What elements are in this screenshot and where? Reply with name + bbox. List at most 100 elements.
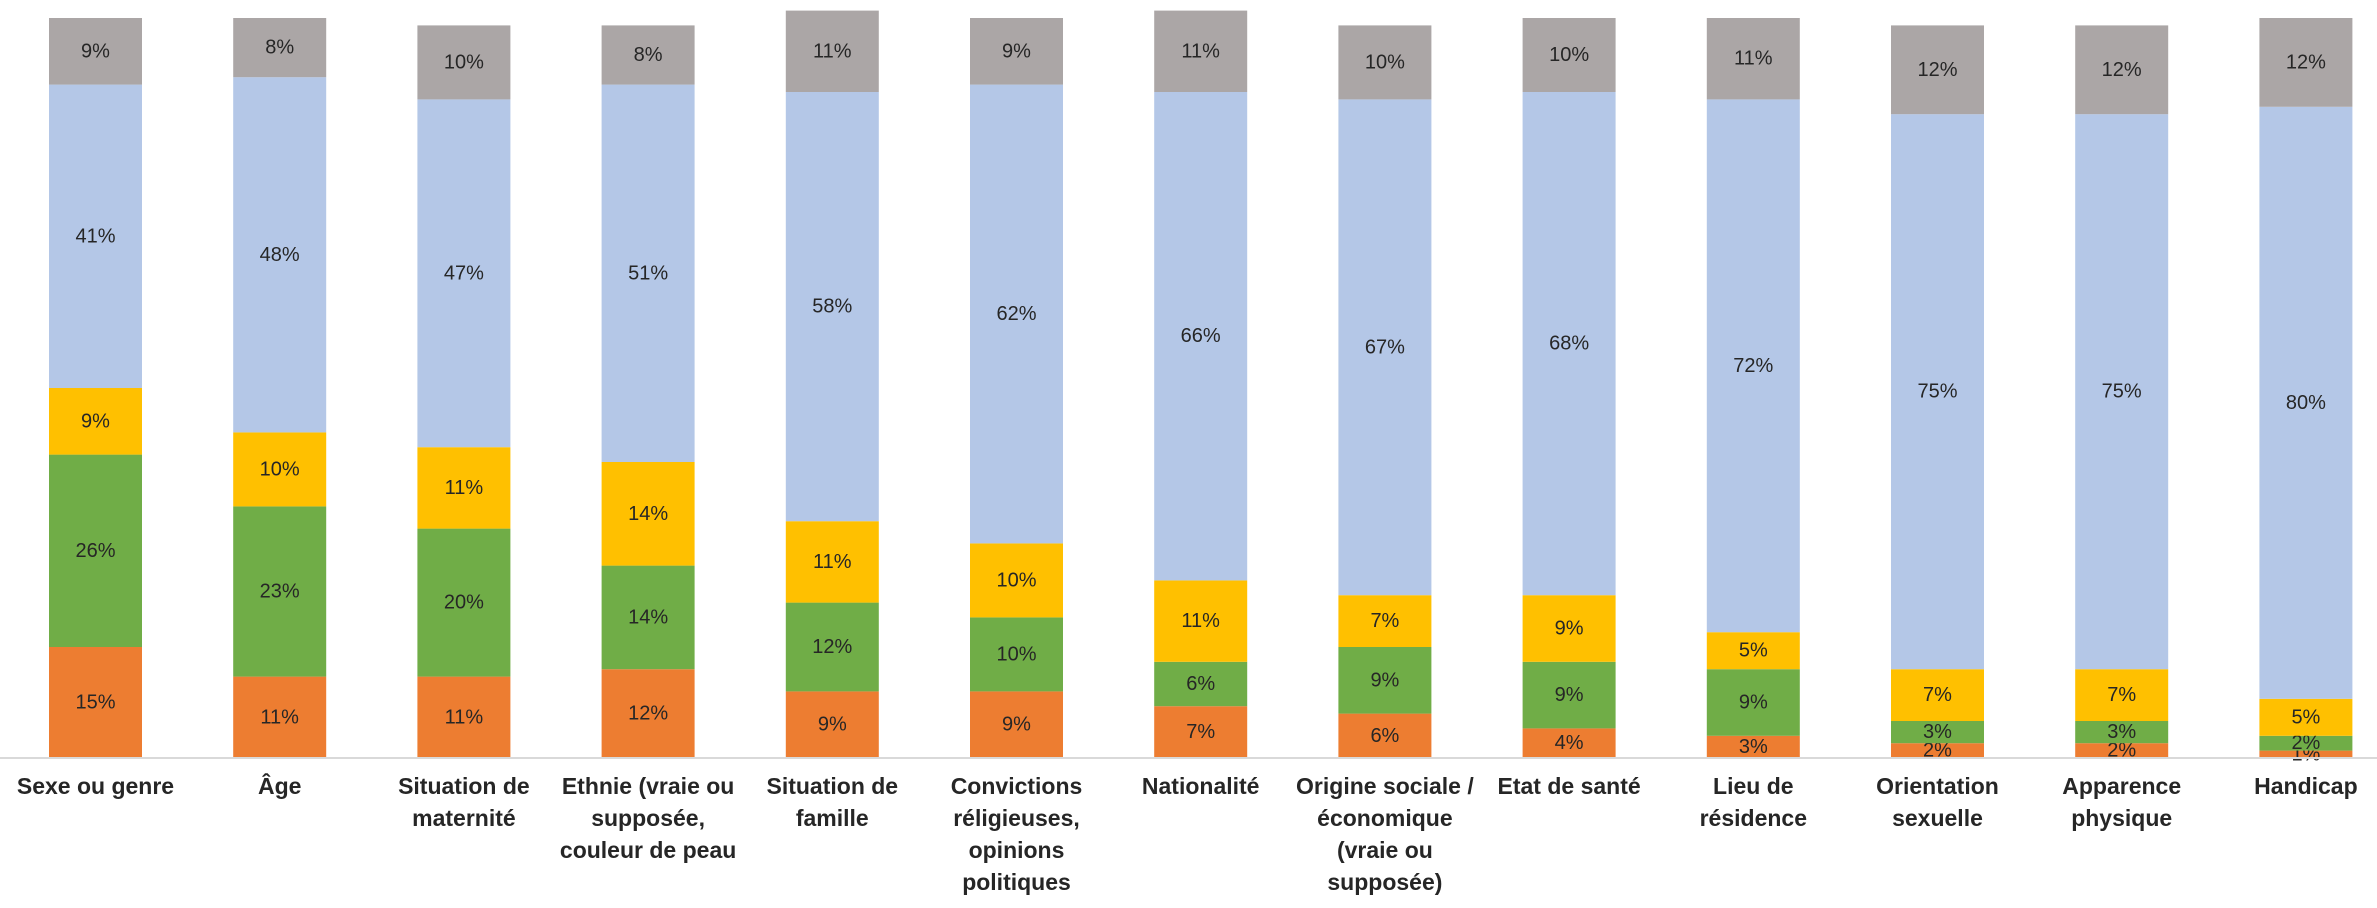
data-label-12-3: 80% [2286, 392, 2326, 414]
bar-segment-0-1 [49, 454, 142, 647]
bar-segment-6-4 [1154, 10, 1248, 93]
bar-segment-3-1 [601, 565, 695, 670]
category-label-2: Situation de maternité [398, 773, 530, 831]
bar-segment-5-2 [970, 543, 1063, 618]
data-label-0-0: 15% [75, 692, 115, 714]
data-label-4-2: 11% [813, 551, 852, 573]
data-label-2-4: 10% [444, 51, 484, 73]
data-label-10-3: 75% [1917, 381, 1957, 403]
bar-segment-12-0 [2259, 750, 2353, 758]
category-label-line: maternité [412, 805, 516, 831]
bar-segment-1-1 [233, 506, 327, 677]
bar-segment-11-1 [2075, 721, 2169, 744]
data-label-9-0: 3% [1739, 736, 1768, 758]
category-label-line: (vraie ou [1337, 837, 1433, 863]
data-label-4-0: 9% [818, 714, 847, 736]
bar-segment-5-3 [970, 84, 1063, 544]
bar-segment-7-0 [1338, 713, 1432, 758]
bar-segment-12-3 [2259, 106, 2353, 699]
bar-segment-8-0 [1522, 728, 1616, 758]
bar-segment-6-3 [1154, 92, 1248, 581]
category-label-line: Situation de [766, 773, 898, 799]
category-label-line: supposée) [1327, 869, 1442, 895]
bar-segment-3-0 [601, 669, 695, 758]
category-label-line: résidence [1700, 805, 1807, 831]
bar-segment-9-3 [1706, 99, 1800, 633]
category-label-line: Lieu de [1713, 773, 1794, 799]
data-label-1-0: 11% [260, 706, 299, 728]
data-label-6-4: 11% [1181, 40, 1220, 62]
data-label-3-0: 12% [628, 703, 668, 725]
data-label-0-2: 9% [81, 410, 110, 432]
data-label-6-1: 6% [1186, 673, 1215, 695]
bar-segment-7-3 [1338, 99, 1432, 596]
bar-segment-9-4 [1706, 18, 1800, 100]
bar-segment-12-1 [2259, 735, 2353, 751]
category-label-line: Origine sociale / [1296, 773, 1474, 799]
category-label-9: Lieu de résidence [1700, 773, 1807, 831]
category-label-4: Situation de famille [766, 773, 898, 831]
category-label-5: Convictions réligieuses, opinions politique… [951, 773, 1083, 895]
data-label-9-4: 11% [1734, 48, 1773, 70]
bar-segment-1-3 [233, 77, 327, 433]
category-label-line: Convictions [951, 773, 1083, 799]
bar-segment-7-2 [1338, 595, 1432, 647]
bar-segment-9-1 [1706, 669, 1800, 736]
bar-segment-10-3 [1891, 114, 1984, 670]
data-label-3-1: 14% [628, 606, 668, 628]
category-label-11: Apparence physique [2062, 773, 2181, 831]
data-label-12-2: 5% [2291, 706, 2320, 728]
bar-segment-10-4 [1891, 25, 1984, 115]
category-label-line: couleur de peau [560, 837, 736, 863]
bar-segment-2-4 [417, 25, 511, 100]
data-label-8-2: 9% [1555, 618, 1584, 640]
data-label-1-1: 23% [260, 581, 300, 603]
data-label-3-4: 8% [634, 44, 663, 66]
bar-segment-1-0 [233, 676, 327, 758]
category-label-0: Sexe ou genre [17, 773, 174, 799]
bar-segment-2-2 [417, 447, 511, 529]
bar-segment-4-0 [785, 691, 879, 758]
category-label-line: Etat de santé [1498, 773, 1641, 799]
bar-segment-2-0 [417, 676, 511, 758]
data-label-10-2: 7% [1923, 684, 1952, 706]
category-labels-layer: Sexe ou genre Âge Situation de maternité Eth… [17, 772, 2358, 895]
bar-segment-0-4 [49, 18, 142, 85]
category-label-line: Orientation [1876, 773, 1999, 799]
data-label-11-3: 75% [2102, 381, 2142, 403]
data-label-10-4: 12% [1917, 59, 1957, 81]
bar-segment-1-2 [233, 432, 327, 507]
data-label-0-4: 9% [81, 40, 110, 62]
data-label-5-0: 9% [1002, 714, 1031, 736]
category-label-line: économique [1317, 805, 1452, 831]
data-label-4-1: 12% [812, 636, 852, 658]
bar-segment-5-4 [970, 18, 1063, 85]
bar-segment-8-1 [1522, 661, 1616, 729]
data-label-9-1: 9% [1739, 692, 1768, 714]
category-label-line: opinions [969, 837, 1065, 863]
category-label-1: Âge [258, 772, 301, 799]
data-label-4-3: 58% [812, 296, 852, 318]
bar-segment-4-2 [785, 521, 879, 603]
bar-segment-8-2 [1522, 595, 1616, 662]
data-label-0-1: 26% [75, 540, 115, 562]
category-label-line: supposée, [591, 805, 705, 831]
bar-segment-4-1 [785, 602, 879, 692]
bar-segment-11-2 [2075, 669, 2169, 721]
category-label-line: famille [796, 805, 869, 831]
data-label-7-3: 67% [1365, 336, 1405, 358]
category-label-12: Handicap [2254, 773, 2358, 799]
bar-segment-8-3 [1522, 92, 1616, 596]
bar-segment-5-1 [970, 617, 1063, 692]
bar-segment-2-3 [417, 99, 511, 448]
data-label-2-3: 47% [444, 262, 484, 284]
data-label-11-1: 3% [2107, 721, 2136, 743]
category-label-3: Ethnie (vraie ou supposée, couleur de peau [560, 773, 736, 863]
data-label-3-2: 14% [628, 503, 668, 525]
category-label-line: Ethnie (vraie ou [562, 773, 735, 799]
data-label-1-4: 8% [265, 37, 294, 59]
bar-segment-5-0 [970, 691, 1063, 758]
data-label-3-3: 51% [628, 262, 668, 284]
data-label-1-2: 10% [260, 458, 300, 480]
